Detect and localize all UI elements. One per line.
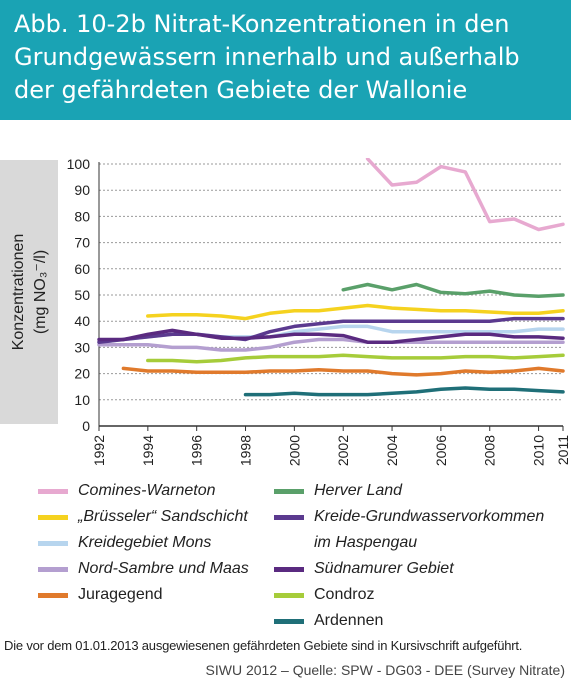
legend: Comines-Warneton „Brüsseler“ Sandschicht K… [0, 482, 571, 642]
ylabel-box [0, 160, 58, 424]
legend-item: „Brüsseler“ Sandschicht [38, 508, 248, 526]
y-tick-label: 10 [74, 392, 90, 408]
x-tick-label: 2000 [286, 435, 302, 466]
legend-item: Kreidegebiet Mons [38, 534, 211, 552]
page-title: Abb. 10-2b Nitrat-Konzentrationen in den… [14, 10, 520, 104]
legend-label: Kreidegebiet Mons [78, 534, 212, 551]
y-axis-label: Konzentrationen (mg NO₃⁻/l) [10, 234, 49, 351]
legend-label: Ardennen [314, 612, 384, 629]
legend-label: Nord-Sambre und Maas [78, 560, 249, 577]
x-tick-label: 1996 [189, 435, 205, 466]
legend-label: Comines-Warneton [78, 482, 216, 499]
legend-swatch [38, 566, 68, 572]
legend-label: Juragegend [78, 586, 163, 603]
series-line-1 [146, 303, 565, 321]
y-tick-label: 60 [74, 261, 90, 277]
series-line-8 [146, 353, 565, 364]
y-tick-label: 40 [74, 313, 90, 329]
series-lines [97, 158, 565, 397]
legend-swatch [38, 514, 68, 520]
grid [98, 162, 563, 427]
legend-swatch [38, 488, 68, 494]
series-line-9 [243, 386, 565, 397]
y-tick-label: 70 [74, 235, 90, 251]
legend-swatch [274, 514, 304, 520]
x-tick-label: 2010 [531, 435, 547, 466]
legend-label: Condroz [314, 586, 375, 603]
x-tick-label: 1992 [91, 435, 107, 466]
y-tick-label: 80 [74, 208, 90, 224]
footnote: Die vor dem 01.01.2013 ausgewiesenen gef… [4, 638, 523, 653]
legend-item: Nord-Sambre und Maas [38, 560, 249, 578]
x-tick-label: 1994 [140, 435, 156, 466]
x-tick-label: 1998 [238, 435, 254, 466]
legend-item: Ardennen [274, 612, 383, 630]
legend-swatch [274, 488, 304, 494]
legend-label: „Brüsseler“ Sandschicht [78, 508, 248, 525]
legend-label-continued: im Haspengau [314, 534, 418, 551]
source-note: SIWU 2012 – Quelle: SPW - DG03 - DEE (Su… [205, 662, 565, 678]
series-line-5 [341, 282, 565, 299]
legend-label: Südnamurer Gebiet [314, 560, 454, 577]
series-line-4 [121, 366, 565, 377]
y-tick-label: 100 [67, 156, 91, 172]
series-line-3 [97, 337, 565, 352]
legend-label: Kreide-Grundwasservorkommen [314, 508, 545, 525]
x-tick-label: 2006 [433, 435, 449, 466]
legend-label: Herver Land [314, 482, 403, 499]
x-tick-label: 2002 [335, 435, 351, 466]
y-tick-label: 50 [74, 287, 90, 303]
y-axis-label-line2: (mg NO₃⁻/l) [32, 250, 49, 334]
legend-swatch [274, 592, 304, 598]
legend-item: Südnamurer Gebiet [274, 560, 454, 578]
line-chart: Konzentrationen (mg NO₃⁻/l) 0 10 20 30 40 50 6… [0, 156, 571, 466]
y-tick-label: 0 [82, 418, 90, 434]
x-tick-label: 2004 [384, 435, 400, 466]
header-band [0, 0, 571, 120]
legend-item: Comines-Warneton [38, 482, 216, 500]
y-tick-labels: 0 10 20 30 40 50 60 70 80 90 100 [67, 156, 91, 434]
y-tick-label: 30 [74, 339, 90, 355]
x-tick-label: 2008 [482, 435, 498, 466]
legend-swatch [274, 566, 304, 572]
legend-swatch [38, 540, 68, 546]
y-axis-label-line1: Konzentrationen [10, 234, 27, 351]
legend-swatch [274, 618, 304, 624]
legend-item: Herver Land [274, 482, 402, 500]
legend-swatch [38, 592, 68, 598]
legend-item: Kreide-Grundwasservorkommen im Haspengau [274, 508, 545, 551]
series-line-6 [97, 316, 565, 344]
x-tick-label: 2011 [555, 435, 571, 465]
series-line-7 [97, 328, 565, 344]
legend-item: Condroz [274, 586, 374, 604]
legend-item: Juragegend [38, 586, 163, 604]
y-tick-label: 90 [74, 182, 90, 198]
x-tick-labels: 1992 1994 1996 1998 2000 2002 2004 2006 2008 2010… [91, 426, 571, 466]
y-tick-label: 20 [74, 366, 90, 382]
series-line-0 [365, 158, 565, 232]
